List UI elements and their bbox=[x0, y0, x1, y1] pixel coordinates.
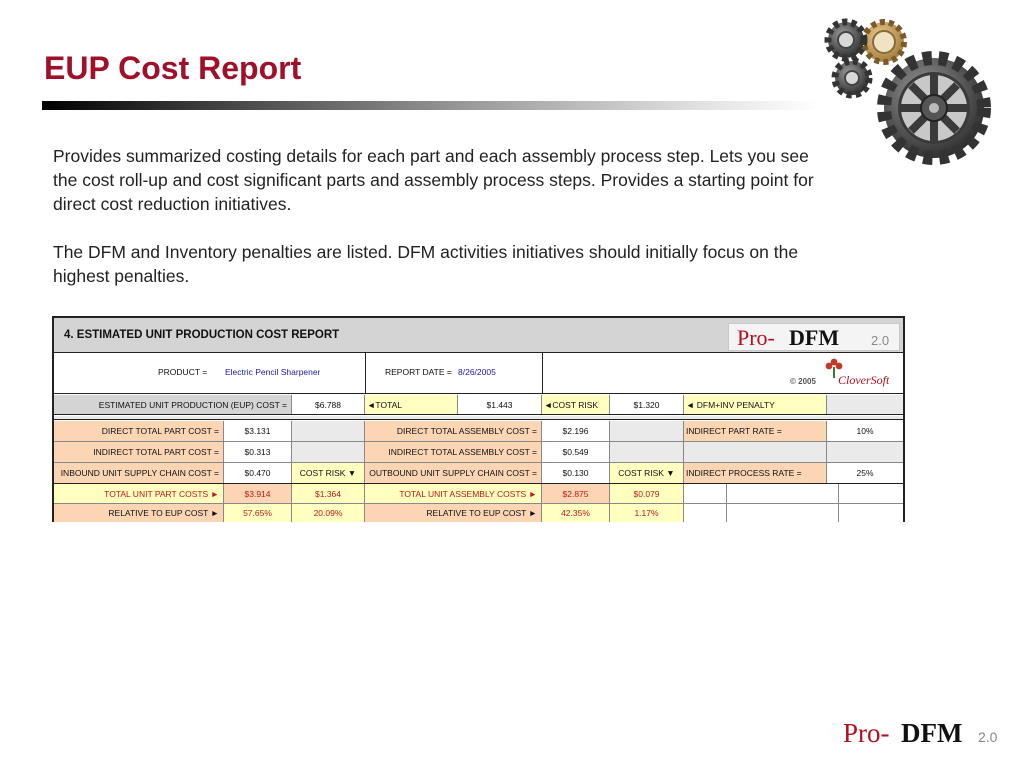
indirect-part-rate-label: INDIRECT PART RATE = bbox=[684, 421, 827, 441]
logo-dfm-text: DFM bbox=[789, 325, 840, 350]
rel-asm-risk: 1.17% bbox=[610, 504, 684, 522]
description-paragraph-2: The DFM and Inventory penalties are list… bbox=[53, 242, 799, 286]
product-value: Electric Pencil Sharpener bbox=[225, 367, 321, 377]
dfm-inv-penalty-label: ◄ DFM+INV PENALTY bbox=[684, 395, 827, 414]
part-cost-risk-label: COST RISK ▼ bbox=[292, 463, 365, 483]
rel-asm-value: 42.35% bbox=[542, 504, 610, 522]
direct-asm-value: $2.196 bbox=[542, 421, 610, 441]
cloversoft-name: CloverSoft bbox=[838, 373, 890, 387]
cost-risk-value: $1.320 bbox=[610, 395, 684, 414]
logo-pro-text: Pro- bbox=[737, 325, 775, 350]
eup-value: $6.788 bbox=[292, 395, 365, 414]
logo-version-text: 2.0 bbox=[871, 333, 890, 348]
report-header: 4. ESTIMATED UNIT PRODUCTION COST REPORT… bbox=[54, 318, 903, 353]
asm-cost-risk-label: COST RISK ▼ bbox=[610, 463, 684, 483]
rel-asm-label: RELATIVE TO EUP COST ► bbox=[365, 504, 542, 522]
indirect-asm-label: INDIRECT TOTAL ASSEMBLY COST = bbox=[365, 442, 542, 462]
direct-part-value: $3.131 bbox=[224, 421, 292, 441]
outbound-label: OUTBOUND UNIT SUPPLY CHAIN COST = bbox=[365, 463, 542, 483]
rel-part-label: RELATIVE TO EUP COST ► bbox=[54, 504, 224, 522]
inbound-value: $0.470 bbox=[224, 463, 292, 483]
direct-asm-label: DIRECT TOTAL ASSEMBLY COST = bbox=[365, 421, 542, 441]
total-asm-label: TOTAL UNIT ASSEMBLY COSTS ► bbox=[365, 484, 542, 503]
report-date-label: REPORT DATE = bbox=[385, 367, 452, 377]
indirect-asm-value: $0.549 bbox=[542, 442, 610, 462]
total-label: ◄TOTAL bbox=[365, 395, 458, 414]
indirect-part-value: $0.313 bbox=[224, 442, 292, 462]
indirect-process-rate-value: 25% bbox=[827, 463, 903, 483]
supply-chain-row: INBOUND UNIT SUPPLY CHAIN COST = $0.470 … bbox=[54, 463, 903, 483]
total-part-label: TOTAL UNIT PART COSTS ► bbox=[54, 484, 224, 503]
direct-part-label: DIRECT TOTAL PART COST = bbox=[54, 421, 224, 441]
cost-risk-label: ◄COST RISK bbox=[542, 395, 610, 414]
footer-logo-dfm: DFM bbox=[901, 718, 963, 748]
title-divider bbox=[42, 101, 820, 110]
description-text: Provides summarized costing details for … bbox=[53, 144, 833, 312]
cloversoft-year: © 2005 bbox=[790, 377, 816, 386]
rel-part-value: 57.65% bbox=[224, 504, 292, 522]
footer-logo-version: 2.0 bbox=[978, 729, 998, 745]
report-logo: Pro- DFM 2.0 bbox=[728, 323, 900, 351]
total-asm-risk: $0.079 bbox=[610, 484, 684, 503]
footer-logo: Pro- DFM 2.0 bbox=[843, 718, 1003, 752]
indirect-process-rate-label: INDIRECT PROCESS RATE = bbox=[684, 463, 827, 483]
relative-row: RELATIVE TO EUP COST ► 57.65% 20.09% REL… bbox=[54, 504, 903, 522]
gears-icon bbox=[824, 18, 991, 165]
product-row: PRODUCT = Electric Pencil Sharpener REPO… bbox=[54, 353, 903, 394]
eup-summary-row: ESTIMATED UNIT PRODUCTION (EUP) COST = $… bbox=[54, 395, 903, 415]
cost-report-table: 4. ESTIMATED UNIT PRODUCTION COST REPORT… bbox=[52, 316, 905, 522]
indirect-cost-row: INDIRECT TOTAL PART COST = $0.313 INDIRE… bbox=[54, 442, 903, 462]
eup-label: ESTIMATED UNIT PRODUCTION (EUP) COST = bbox=[54, 395, 292, 414]
outbound-value: $0.130 bbox=[542, 463, 610, 483]
total-part-value: $3.914 bbox=[224, 484, 292, 503]
rel-part-risk: 20.09% bbox=[292, 504, 365, 522]
indirect-part-rate-value: 10% bbox=[827, 421, 903, 441]
product-label: PRODUCT = bbox=[158, 367, 208, 377]
indirect-part-label: INDIRECT TOTAL PART COST = bbox=[54, 442, 224, 462]
footer-logo-pro: Pro- bbox=[843, 718, 890, 748]
dfm-inv-penalty-value bbox=[827, 395, 903, 414]
clover-icon bbox=[825, 358, 843, 378]
totals-row: TOTAL UNIT PART COSTS ► $3.914 $1.364 TO… bbox=[54, 484, 903, 503]
report-date-value: 8/26/2005 bbox=[458, 367, 496, 377]
description-paragraph-1: Provides summarized costing details for … bbox=[53, 146, 814, 214]
page-title: EUP Cost Report bbox=[44, 50, 302, 86]
total-part-risk: $1.364 bbox=[292, 484, 365, 503]
inbound-label: INBOUND UNIT SUPPLY CHAIN COST = bbox=[54, 463, 224, 483]
total-value: $1.443 bbox=[458, 395, 542, 414]
total-asm-value: $2.875 bbox=[542, 484, 610, 503]
direct-cost-row: DIRECT TOTAL PART COST = $3.131 DIRECT T… bbox=[54, 421, 903, 441]
report-title: 4. ESTIMATED UNIT PRODUCTION COST REPORT bbox=[64, 329, 340, 341]
